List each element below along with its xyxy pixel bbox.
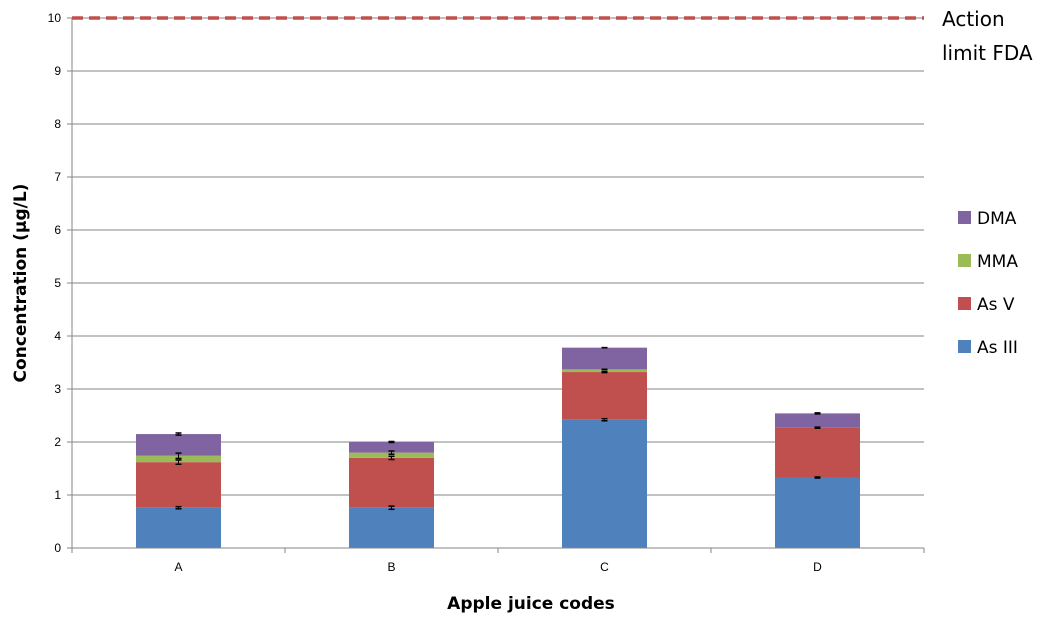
bar-A-as-iii (136, 507, 221, 548)
legend-label-as-v: As V (977, 295, 1015, 315)
error-bar-A-as-v (175, 459, 182, 466)
legend-label-mma: MMA (977, 252, 1018, 272)
bar-C-mma (562, 369, 647, 373)
legend: DMA MMA As V As III (958, 209, 1018, 358)
error-bar-D-dma (814, 412, 821, 415)
error-bar-B-as-v (388, 455, 395, 461)
bar-B-as-v (349, 457, 434, 508)
y-tick-label-7: 7 (54, 170, 61, 184)
axes: 0 1 2 3 4 5 6 7 8 9 10 A B C D (48, 11, 925, 574)
y-tick-label-4: 4 (54, 329, 61, 343)
reference-line-label-line1: Action (942, 7, 1005, 31)
legend-swatch-as-iii (958, 340, 971, 353)
x-axis-title: Apple juice codes (447, 594, 615, 614)
y-tick-label-5: 5 (54, 276, 61, 290)
bar-D-as-iii (775, 477, 860, 548)
y-tick-label-6: 6 (54, 223, 61, 237)
bar-D-as-v (775, 427, 860, 478)
bar-C-as-v (562, 372, 647, 420)
bar-B-mma (349, 452, 434, 458)
error-bars (175, 346, 821, 511)
error-bar-C-as-iii (601, 417, 608, 422)
bar-A-dma (136, 434, 221, 456)
legend-swatch-as-v (958, 297, 971, 310)
x-tick-label-D: D (813, 560, 822, 574)
legend-swatch-dma (958, 211, 971, 224)
y-tick-label-10: 10 (48, 11, 62, 25)
bar-B-as-iii (349, 507, 434, 548)
error-bar-B-dma (388, 440, 395, 444)
y-tick-label-0: 0 (54, 541, 61, 555)
bars (136, 347, 860, 548)
legend-swatch-mma (958, 254, 971, 267)
error-bar-A-dma (175, 432, 182, 436)
bar-B-dma (349, 442, 434, 453)
error-bar-B-as-iii (388, 505, 395, 511)
y-tick-label-9: 9 (54, 64, 61, 78)
x-tick-label-B: B (387, 560, 395, 574)
error-bar-C-as-v (601, 370, 608, 374)
y-tick-label-8: 8 (54, 117, 61, 131)
y-tick-label-1: 1 (54, 488, 61, 502)
bar-D-dma (775, 413, 860, 428)
y-axis-title: Concentration (µg/L) (11, 184, 31, 383)
error-bar-A-as-iii (175, 505, 182, 510)
error-bar-D-as-iii (814, 476, 821, 479)
legend-label-as-iii: As III (977, 338, 1018, 358)
error-bar-D-as-v (814, 426, 821, 429)
error-bar-B-mma (388, 450, 395, 455)
bar-A-as-v (136, 462, 221, 508)
y-tick-label-3: 3 (54, 382, 61, 396)
y-tick-label-2: 2 (54, 435, 61, 449)
reference-line-label-line2: limit FDA (942, 41, 1033, 65)
bar-C-as-iii (562, 419, 647, 548)
x-tick-label-A: A (174, 560, 182, 574)
x-tick-label-C: C (600, 560, 609, 574)
error-bar-A-mma (175, 452, 182, 460)
legend-label-dma: DMA (977, 209, 1017, 229)
bar-C-dma (562, 347, 647, 370)
